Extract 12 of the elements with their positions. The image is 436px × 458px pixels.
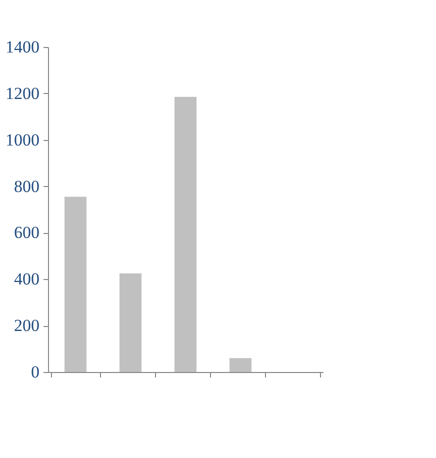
y-tick-label: 200 (14, 316, 40, 336)
y-tick-label: 0 (31, 362, 40, 382)
bar (120, 273, 142, 372)
y-tick-label: 1200 (6, 84, 40, 103)
bar (64, 196, 86, 372)
y-tick-label: 600 (14, 223, 40, 242)
y-tick-label: 1400 (6, 38, 40, 56)
y-tick-label: 1000 (6, 130, 40, 150)
bar (230, 358, 252, 372)
y-tick-label: 400 (14, 270, 40, 289)
bar (174, 96, 196, 372)
y-tick-label: 800 (14, 176, 40, 196)
